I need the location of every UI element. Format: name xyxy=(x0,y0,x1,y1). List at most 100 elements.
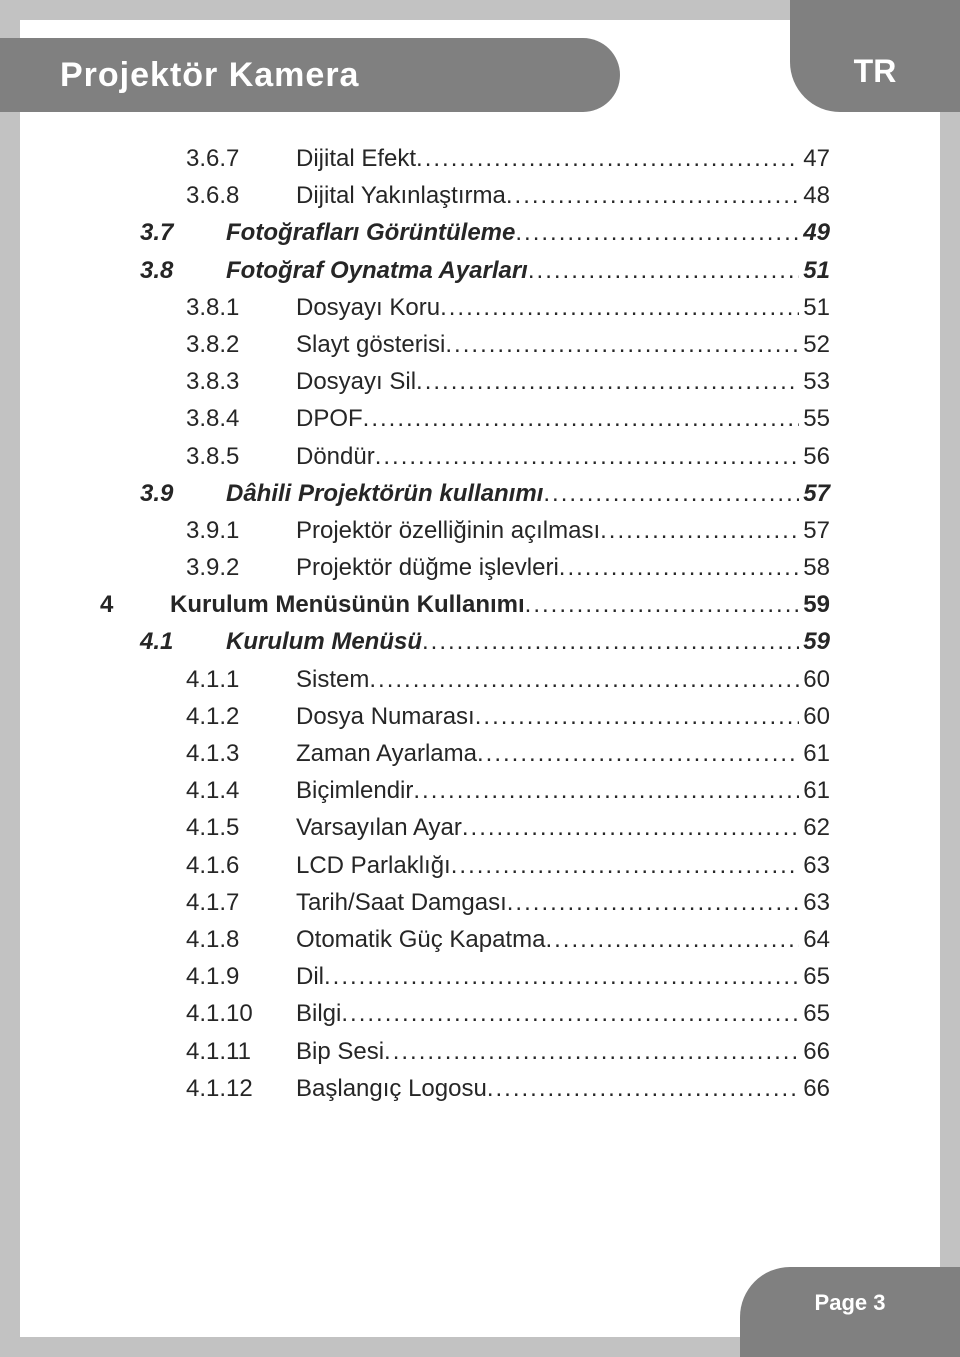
toc-entry-title: Slayt gösterisi xyxy=(296,326,445,363)
toc-entry: 3.9.1Projektör özelliğinin açılması57 xyxy=(100,512,830,549)
toc-entry-number: 3.8 xyxy=(140,252,216,289)
toc-entry-title: Dijital Efekt xyxy=(296,140,416,177)
toc-leader-dots xyxy=(477,735,799,772)
toc-entry-title: Tarih/Saat Damgası xyxy=(296,884,507,921)
toc-entry: 4.1.3Zaman Ayarlama61 xyxy=(100,735,830,772)
toc-entry-title: Döndür xyxy=(296,438,375,475)
toc-entry-title: Bip Sesi xyxy=(296,1033,384,1070)
toc-entry-page: 60 xyxy=(799,661,830,698)
toc-entry-title: Dosyayı Sil xyxy=(296,363,416,400)
toc-entry-title: Varsayılan Ayar xyxy=(296,809,462,846)
toc-entry-title: DPOF xyxy=(296,400,363,437)
toc-entry-number: 3.8.1 xyxy=(186,289,296,326)
toc-entry-page: 47 xyxy=(799,140,830,177)
toc-entry-number: 4.1.8 xyxy=(186,921,296,958)
toc-entry: 3.8.5Döndür 56 xyxy=(100,438,830,475)
toc-leader-dots xyxy=(507,884,800,921)
toc-entry-page: 51 xyxy=(799,289,830,326)
toc-leader-dots xyxy=(341,995,799,1032)
document-page: Projektör Kamera TR 3.6.7Dijital Efekt 47… xyxy=(20,20,940,1337)
toc-entry-title: Dil xyxy=(296,958,324,995)
toc-entry: 4.1.9Dil 65 xyxy=(100,958,830,995)
toc-entry: 3.8.1Dosyayı Koru 51 xyxy=(100,289,830,326)
toc-leader-dots xyxy=(600,512,799,549)
toc-entry: 3.8.4DPOF 55 xyxy=(100,400,830,437)
toc-entry-page: 55 xyxy=(799,400,830,437)
toc-entry-title: Biçimlendir xyxy=(296,772,413,809)
toc-leader-dots xyxy=(528,252,799,289)
toc-entry-page: 62 xyxy=(799,809,830,846)
toc-entry: 4.1.10Bilgi65 xyxy=(100,995,830,1032)
page-title: Projektör Kamera xyxy=(60,56,359,95)
toc-entry-number: 4.1.12 xyxy=(186,1070,296,1107)
toc-leader-dots xyxy=(525,586,800,623)
toc-leader-dots xyxy=(506,177,799,214)
toc-entry-title: Kurulum Menüsü xyxy=(226,623,422,660)
toc-entry-title: Sistem xyxy=(296,661,369,698)
toc-entry-number: 4.1.9 xyxy=(186,958,296,995)
toc-entry: 3.8 Fotoğraf Oynatma Ayarları 51 xyxy=(100,252,830,289)
toc-entry-number: 3.8.5 xyxy=(186,438,296,475)
toc-leader-dots xyxy=(462,809,799,846)
toc-entry: 4.1.11Bip Sesi 66 xyxy=(100,1033,830,1070)
toc-entry-title: Fotoğraf Oynatma Ayarları xyxy=(226,252,528,289)
toc-entry: 4.1 Kurulum Menüsü 59 xyxy=(100,623,830,660)
toc-entry-page: 65 xyxy=(799,995,830,1032)
toc-entry: 4.1.1Sistem 60 xyxy=(100,661,830,698)
toc-entry-title: Dâhili Projektörün kullanımı xyxy=(226,475,543,512)
page-number-tab: Page 3 xyxy=(740,1267,960,1357)
toc-leader-dots xyxy=(545,921,799,958)
toc-entry-page: 59 xyxy=(799,586,830,623)
toc-entry-page: 66 xyxy=(799,1070,830,1107)
toc-entry-number: 4.1.2 xyxy=(186,698,296,735)
header-bar: Projektör Kamera xyxy=(0,38,620,112)
toc-entry-page: 56 xyxy=(799,438,830,475)
toc-entry-number: 4.1.10 xyxy=(186,995,296,1032)
toc-leader-dots xyxy=(451,847,800,884)
toc-leader-dots xyxy=(475,698,800,735)
toc-entry-title: Otomatik Güç Kapatma xyxy=(296,921,545,958)
toc-entry-page: 61 xyxy=(799,772,830,809)
toc-entry-number: 3.7 xyxy=(140,214,216,251)
toc-entry: 4.1.7Tarih/Saat Damgası63 xyxy=(100,884,830,921)
toc-entry-title: Başlangıç Logosu xyxy=(296,1070,487,1107)
toc-entry-number: 4.1.1 xyxy=(186,661,296,698)
toc-entry: 4.1.4Biçimlendir61 xyxy=(100,772,830,809)
toc-entry-page: 59 xyxy=(799,623,830,660)
toc-leader-dots xyxy=(369,661,799,698)
toc-entry-number: 4.1.11 xyxy=(186,1033,296,1070)
toc-entry-page: 57 xyxy=(799,512,830,549)
table-of-contents: 3.6.7Dijital Efekt 473.6.8Dijital Yakınla… xyxy=(100,140,830,1107)
toc-leader-dots xyxy=(440,289,799,326)
toc-entry-title: Projektör düğme işlevleri xyxy=(296,549,559,586)
toc-entry-page: 51 xyxy=(799,252,830,289)
toc-entry-title: LCD Parlaklığı xyxy=(296,847,451,884)
toc-entry-number: 4.1 xyxy=(140,623,216,660)
page-number-label: Page 3 xyxy=(815,1290,886,1316)
language-code: TR xyxy=(854,53,897,90)
toc-entry: 3.9 Dâhili Projektörün kullanımı 57 xyxy=(100,475,830,512)
toc-leader-dots xyxy=(384,1033,799,1070)
toc-leader-dots xyxy=(559,549,800,586)
toc-entry-page: 65 xyxy=(799,958,830,995)
toc-entry: 4.1.5Varsayılan Ayar62 xyxy=(100,809,830,846)
toc-entry-number: 3.8.4 xyxy=(186,400,296,437)
toc-entry-number: 3.6.7 xyxy=(186,140,296,177)
toc-entry: 4.1.8Otomatik Güç Kapatma64 xyxy=(100,921,830,958)
toc-entry-page: 60 xyxy=(799,698,830,735)
toc-entry-page: 52 xyxy=(799,326,830,363)
toc-entry-page: 66 xyxy=(799,1033,830,1070)
toc-entry-title: Kurulum Menüsünün Kullanımı xyxy=(170,586,525,623)
toc-leader-dots xyxy=(543,475,799,512)
language-tab: TR xyxy=(790,0,960,112)
toc-entry-number: 3.8.3 xyxy=(186,363,296,400)
toc-leader-dots xyxy=(422,623,799,660)
toc-entry: 3.6.8Dijital Yakınlaştırma48 xyxy=(100,177,830,214)
toc-entry-title: Fotoğrafları Görüntüleme xyxy=(226,214,515,251)
toc-entry: 3.8.2Slayt gösterisi 52 xyxy=(100,326,830,363)
toc-entry-page: 57 xyxy=(799,475,830,512)
toc-entry-number: 4.1.3 xyxy=(186,735,296,772)
toc-entry-number: 3.8.2 xyxy=(186,326,296,363)
toc-entry-title: Dosyayı Koru xyxy=(296,289,440,326)
toc-entry-number: 3.9 xyxy=(140,475,216,512)
